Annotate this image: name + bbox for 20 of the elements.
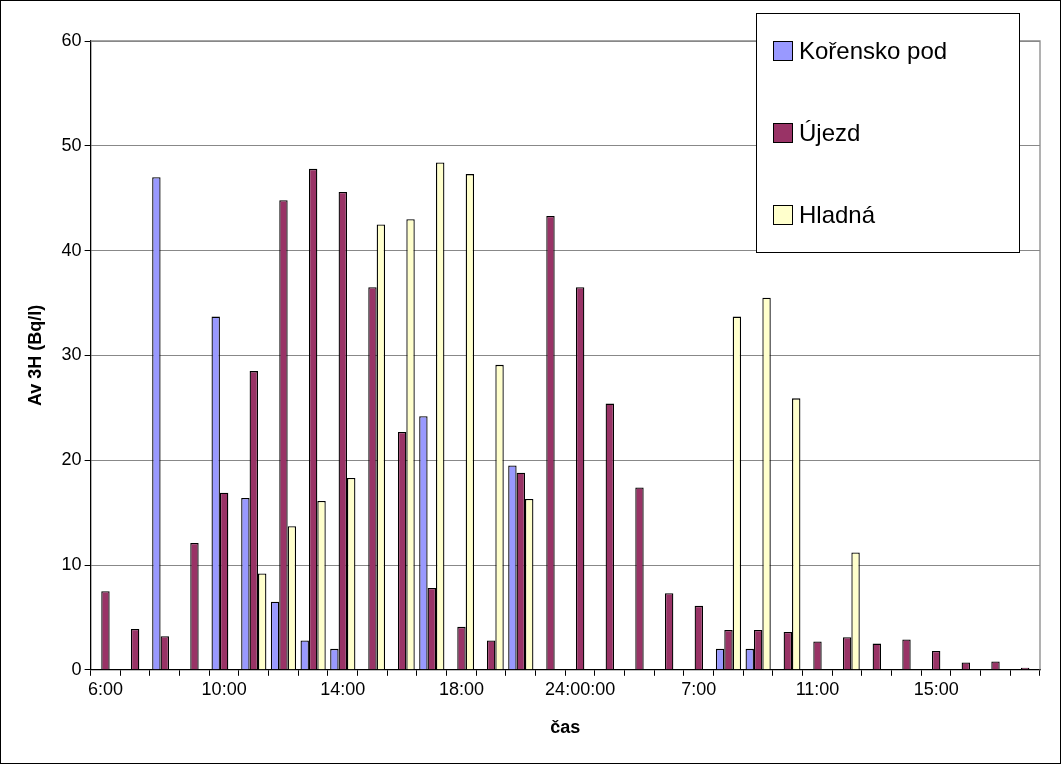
- legend-label: Újezd: [799, 119, 861, 147]
- x-tick-label: 15:00: [913, 678, 959, 699]
- y-tick-label: 60: [61, 29, 82, 50]
- legend-label: Kořensko pod: [799, 37, 948, 65]
- legend-label: Hladná: [799, 201, 876, 229]
- x-tick-label: 24:00:00: [545, 678, 616, 699]
- y-tick-label: 20: [61, 449, 82, 470]
- y-tick-label: 40: [61, 239, 82, 260]
- x-axis-title: čas: [550, 717, 581, 738]
- x-tick-label: 11:00: [795, 678, 840, 699]
- y-tick-label: 0: [71, 658, 82, 679]
- y-axis-title: Av 3H (Bq/l): [24, 304, 45, 407]
- x-tick-label: 6:00: [87, 678, 123, 699]
- x-tick-label: 14:00: [320, 678, 366, 699]
- y-tick-label: 10: [61, 553, 82, 574]
- x-tick-label: 18:00: [438, 678, 484, 699]
- y-tick-label: 50: [61, 134, 82, 155]
- y-tick-label: 30: [61, 344, 82, 365]
- x-tick-label: 10:00: [201, 678, 247, 699]
- x-tick-label: 7:00: [681, 678, 717, 699]
